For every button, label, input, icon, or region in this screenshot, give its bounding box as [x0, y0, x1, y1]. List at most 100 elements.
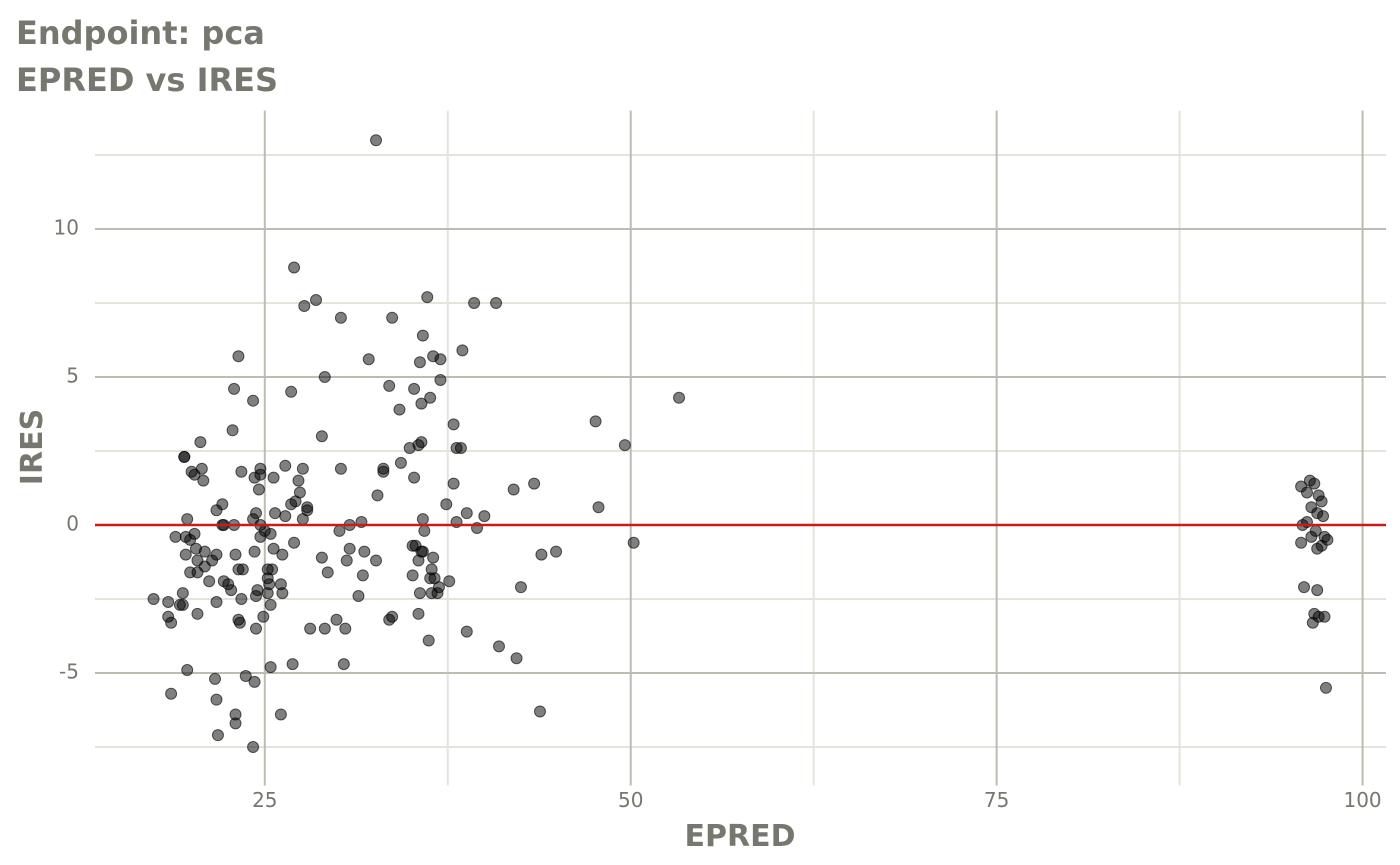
point	[315, 551, 328, 564]
point	[229, 548, 242, 561]
point	[340, 554, 353, 567]
point	[618, 439, 631, 452]
point	[434, 353, 447, 366]
point	[197, 474, 210, 487]
point	[184, 533, 197, 546]
point	[434, 373, 447, 386]
point	[276, 587, 289, 600]
point	[228, 382, 241, 395]
point	[330, 613, 343, 626]
point	[264, 527, 277, 540]
point	[424, 391, 437, 404]
point	[383, 379, 396, 392]
point	[415, 397, 428, 410]
point	[1319, 681, 1332, 694]
point	[589, 415, 602, 428]
point	[264, 598, 277, 611]
point	[431, 587, 444, 600]
point	[250, 622, 263, 635]
point	[413, 587, 426, 600]
point	[356, 569, 369, 582]
point	[412, 554, 425, 567]
point	[261, 587, 274, 600]
point	[296, 462, 309, 475]
point	[333, 524, 346, 537]
point	[178, 450, 191, 463]
point	[288, 536, 301, 549]
point	[225, 584, 238, 597]
point	[310, 294, 323, 307]
point	[298, 299, 311, 312]
point	[286, 658, 299, 671]
y-axis-label: IRES	[15, 409, 50, 485]
point	[235, 465, 248, 478]
point	[279, 459, 292, 472]
point	[454, 442, 467, 455]
point	[447, 477, 460, 490]
point	[247, 394, 260, 407]
point	[162, 595, 175, 608]
point	[383, 613, 396, 626]
point	[248, 471, 261, 484]
point	[507, 483, 520, 496]
point	[427, 551, 440, 564]
point	[339, 622, 352, 635]
point	[528, 477, 541, 490]
point	[490, 297, 503, 310]
point	[533, 705, 546, 718]
point	[229, 717, 242, 730]
point	[447, 418, 460, 431]
y-tick-label: -5	[59, 660, 79, 684]
point	[334, 311, 347, 324]
point	[209, 672, 222, 685]
point	[510, 652, 523, 665]
point	[203, 575, 216, 588]
point	[1298, 581, 1311, 594]
point	[254, 530, 267, 543]
point	[377, 465, 390, 478]
point	[247, 741, 260, 754]
point	[269, 507, 282, 520]
point	[173, 598, 186, 611]
point	[421, 291, 434, 304]
point	[334, 462, 347, 475]
point	[211, 729, 224, 742]
point	[440, 498, 453, 511]
point	[232, 350, 245, 363]
point	[393, 403, 406, 416]
point	[416, 329, 429, 342]
point	[412, 439, 425, 452]
point	[362, 353, 375, 366]
point	[1305, 530, 1318, 543]
point	[337, 658, 350, 671]
point	[276, 548, 289, 561]
x-tick-label: 25	[252, 788, 277, 812]
point	[210, 595, 223, 608]
point	[386, 311, 399, 324]
point	[318, 622, 331, 635]
point	[304, 622, 317, 635]
point	[165, 687, 178, 700]
point	[248, 675, 261, 688]
point	[239, 669, 252, 682]
point	[264, 661, 277, 674]
point	[210, 693, 223, 706]
point	[352, 590, 365, 603]
point	[550, 545, 563, 558]
point	[460, 625, 473, 638]
point	[292, 474, 305, 487]
point	[194, 436, 207, 449]
point	[514, 581, 527, 594]
point	[288, 261, 301, 274]
point	[1311, 507, 1324, 520]
point	[250, 590, 263, 603]
point	[673, 391, 686, 404]
point	[267, 471, 280, 484]
point	[315, 430, 328, 443]
point	[296, 513, 309, 526]
point	[443, 575, 456, 588]
point	[478, 510, 491, 523]
point	[1318, 610, 1331, 623]
point	[289, 495, 302, 508]
point	[371, 489, 384, 502]
